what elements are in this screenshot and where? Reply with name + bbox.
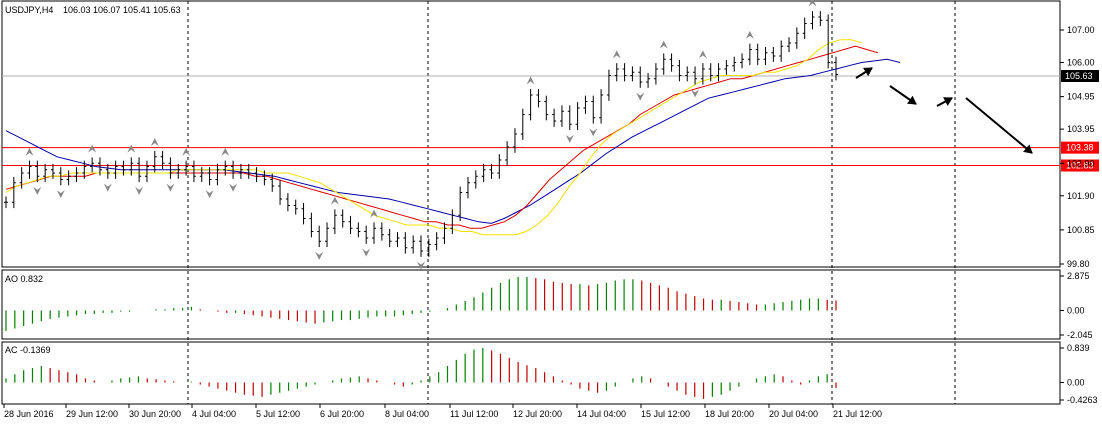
- x-axis-labels: 28 Jun 2016 29 Jun 12:00 30 Jun 20:00 4 Jul…: [3, 404, 882, 419]
- y-tick-label: 0.839: [1067, 343, 1090, 353]
- fractal-down: [691, 89, 700, 98]
- y-tick-label: 106.00: [1067, 58, 1095, 68]
- x-tick-label: 12 Jul 20:00: [513, 409, 562, 419]
- fractal-down: [589, 128, 598, 137]
- y-tick-label: 99.80: [1067, 259, 1090, 269]
- y-tick-label: 102.90: [1067, 158, 1095, 168]
- fractal-down: [565, 134, 574, 143]
- x-tick-label: 20 Jul 04:00: [769, 409, 818, 419]
- fractal-up: [150, 138, 159, 147]
- fractal-up: [88, 144, 97, 153]
- ac-label: AC -0.1369: [5, 345, 51, 355]
- fractal-up: [25, 147, 34, 156]
- ac-histogram: [5, 347, 837, 399]
- x-tick-label: 14 Jul 04:00: [577, 409, 626, 419]
- fractal-down: [362, 248, 371, 257]
- fractal-up: [370, 209, 379, 218]
- x-tick-label: 5 Jul 12:00: [256, 409, 300, 419]
- fractal-up: [127, 144, 136, 153]
- y-tick-label: -2.045: [1067, 330, 1093, 340]
- fractal-up: [659, 40, 668, 49]
- x-tick-label: 29 Jun 12:00: [66, 409, 118, 419]
- x-tick-label: 15 Jul 12:00: [641, 409, 690, 419]
- fractal-up: [221, 147, 230, 156]
- fractal-up: [745, 30, 754, 39]
- fractal-up: [808, 0, 817, 7]
- forecast-arrows: [855, 67, 1033, 154]
- fractal-markers: [25, 0, 817, 270]
- y-axis-ao: 2.875 0.00 -2.045: [1060, 271, 1093, 340]
- x-tick-label: 6 Jul 20:00: [320, 409, 364, 419]
- y-tick-label: 100.85: [1067, 225, 1095, 235]
- fractal-down: [56, 190, 65, 199]
- y-tick-label: -0.4263: [1067, 395, 1098, 405]
- fractal-down: [135, 186, 144, 195]
- x-tick-label: 8 Jul 04:00: [385, 409, 429, 419]
- ao-histogram: [5, 276, 837, 331]
- y-tick-label: 103.95: [1067, 124, 1095, 134]
- y-tick-label: 0.00: [1067, 305, 1085, 315]
- current-price-box: [1061, 70, 1099, 82]
- day-separators: [187, 1, 956, 404]
- fractal-up: [182, 147, 191, 156]
- current-price-label: 105.63: [1065, 71, 1093, 81]
- ac-panel-frame: [1, 341, 1061, 405]
- level-label: 102.83: [1066, 161, 1094, 171]
- price-bars: [4, 11, 838, 257]
- forecast-arrow-head: [907, 95, 917, 105]
- x-tick-label: 30 Jun 20:00: [129, 409, 181, 419]
- ao-label: AO 0.832: [5, 274, 43, 284]
- y-tick-label: 107.00: [1067, 25, 1095, 35]
- y-tick-label: 104.95: [1067, 92, 1095, 102]
- fractal-down: [636, 92, 645, 101]
- chart-title: USDJPY,H4: [5, 5, 53, 15]
- forecast-arrow-head: [1023, 144, 1033, 154]
- fractal-down: [103, 183, 112, 192]
- x-tick-label: 28 Jun 2016: [4, 409, 54, 419]
- forecast-arrow-head: [863, 67, 873, 77]
- x-tick-label: 11 Jul 12:00: [450, 409, 498, 419]
- forecast-arrow-shaft: [965, 97, 1033, 154]
- level-box: [1061, 159, 1099, 172]
- fractal-up: [698, 50, 707, 59]
- fractal-down: [205, 190, 214, 199]
- fractal-up: [526, 76, 535, 85]
- ohlc-label: 106.03 106.07 105.41 105.63: [63, 5, 181, 15]
- fractal-down: [33, 186, 42, 195]
- forecast-arrow-head: [943, 97, 953, 106]
- fractal-down: [315, 251, 324, 260]
- level-label: 103.38: [1066, 143, 1094, 153]
- x-tick-label: 4 Jul 04:00: [192, 409, 236, 419]
- fractal-up: [612, 50, 621, 59]
- ao-panel-frame: [1, 269, 1061, 340]
- y-axis-main: 107.00 106.00 104.95 103.95 102.90 101.90 100.…: [1060, 25, 1095, 269]
- y-tick-label: 2.875: [1067, 271, 1090, 281]
- y-tick-label: 0.00: [1067, 377, 1085, 387]
- y-tick-label: 101.90: [1067, 191, 1095, 201]
- x-tick-label: 18 Jul 20:00: [705, 409, 754, 419]
- y-axis-ac: 0.839 0.00 -0.4263: [1060, 343, 1098, 405]
- x-tick-label: 21 Jul 12:00: [833, 409, 882, 419]
- fractal-up: [330, 196, 339, 205]
- fractal-down: [417, 261, 425, 270]
- fractal-down: [229, 183, 238, 192]
- level-box: [1061, 141, 1099, 154]
- fractal-down: [166, 183, 175, 192]
- main-panel-frame: [1, 0, 1061, 268]
- ma-fast-line: [5, 39, 863, 236]
